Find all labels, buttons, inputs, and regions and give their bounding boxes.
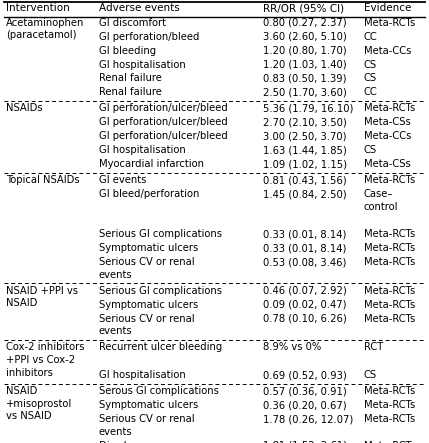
Text: Meta-RCTs: Meta-RCTs <box>364 314 415 324</box>
Text: Symptomatic ulcers: Symptomatic ulcers <box>99 300 198 310</box>
Text: CC: CC <box>364 32 378 42</box>
Text: Meta-RCTs: Meta-RCTs <box>364 286 415 296</box>
Text: Meta-CSs: Meta-CSs <box>364 117 411 128</box>
Text: NSAIDs: NSAIDs <box>6 104 43 113</box>
Text: Recurrent ulcer bleeding: Recurrent ulcer bleeding <box>99 342 222 352</box>
Text: Cox-2 inhibitors: Cox-2 inhibitors <box>6 342 85 352</box>
Text: Topical NSAIDs: Topical NSAIDs <box>6 175 80 185</box>
Text: 0.57 (0.36, 0.91): 0.57 (0.36, 0.91) <box>263 386 347 396</box>
Text: 0.33 (0.01, 8.14): 0.33 (0.01, 8.14) <box>263 229 346 240</box>
Text: 5.36 (1.79, 16.10): 5.36 (1.79, 16.10) <box>263 104 353 113</box>
Text: 2.50 (1.70, 3.60): 2.50 (1.70, 3.60) <box>263 87 347 97</box>
Text: events: events <box>99 326 133 336</box>
Text: Myocardial infarction: Myocardial infarction <box>99 159 204 169</box>
Text: Case–: Case– <box>364 189 393 199</box>
Text: Evidence: Evidence <box>364 3 411 13</box>
Text: Renal failure: Renal failure <box>99 87 162 97</box>
Text: Meta-CCs: Meta-CCs <box>364 131 411 141</box>
Text: 1.81 (1.52, 2.61): 1.81 (1.52, 2.61) <box>263 441 347 443</box>
Text: 8.9% vs 0%: 8.9% vs 0% <box>263 342 321 352</box>
Text: GI perforation/ulcer/bleed: GI perforation/ulcer/bleed <box>99 104 228 113</box>
Text: GI perforation/bleed: GI perforation/bleed <box>99 32 199 42</box>
Text: NSAID: NSAID <box>6 299 38 308</box>
Text: Meta-RCTs: Meta-RCTs <box>364 243 415 253</box>
Text: Acetaminophen: Acetaminophen <box>6 18 85 28</box>
Text: 0.09 (0.02, 0.47): 0.09 (0.02, 0.47) <box>263 300 346 310</box>
Text: GI bleeding: GI bleeding <box>99 46 156 56</box>
Text: 0.80 (0.27, 2.37): 0.80 (0.27, 2.37) <box>263 18 347 28</box>
Text: CS: CS <box>364 74 377 83</box>
Text: GI perforation/ulcer/bleed: GI perforation/ulcer/bleed <box>99 131 228 141</box>
Text: Meta-RCTs: Meta-RCTs <box>364 441 415 443</box>
Text: CS: CS <box>364 145 377 155</box>
Text: Meta-RCTs: Meta-RCTs <box>364 386 415 396</box>
Text: Serous GI complications: Serous GI complications <box>99 386 219 396</box>
Text: Diarrhoea: Diarrhoea <box>99 441 148 443</box>
Text: GI bleed/perforation: GI bleed/perforation <box>99 189 199 199</box>
Text: 0.81 (0.43, 1.56): 0.81 (0.43, 1.56) <box>263 175 347 185</box>
Text: 2.70 (2.10, 3.50): 2.70 (2.10, 3.50) <box>263 117 347 128</box>
Text: CS: CS <box>364 59 377 70</box>
Text: 0.46 (0.07, 2.92): 0.46 (0.07, 2.92) <box>263 286 347 296</box>
Text: vs NSAID: vs NSAID <box>6 412 52 421</box>
Text: GI hospitalisation: GI hospitalisation <box>99 59 186 70</box>
Text: Intervention: Intervention <box>6 3 70 13</box>
Text: Meta-RCTs: Meta-RCTs <box>364 300 415 310</box>
Text: GI hospitalisation: GI hospitalisation <box>99 370 186 380</box>
Text: 3.60 (2.60, 5.10): 3.60 (2.60, 5.10) <box>263 32 347 42</box>
Text: (paracetamol): (paracetamol) <box>6 31 77 40</box>
Text: 1.09 (1.02, 1.15): 1.09 (1.02, 1.15) <box>263 159 347 169</box>
Text: Serious CV or renal: Serious CV or renal <box>99 257 194 267</box>
Text: Serious CV or renal: Serious CV or renal <box>99 314 194 324</box>
Text: inhibitors: inhibitors <box>6 368 53 377</box>
Text: CC: CC <box>364 87 378 97</box>
Text: 0.69 (0.52, 0.93): 0.69 (0.52, 0.93) <box>263 370 347 380</box>
Text: Meta-RCTs: Meta-RCTs <box>364 18 415 28</box>
Text: 0.78 (0.10, 6.26): 0.78 (0.10, 6.26) <box>263 314 347 324</box>
Text: Serious GI complications: Serious GI complications <box>99 229 222 240</box>
Text: Meta-RCTs: Meta-RCTs <box>364 414 415 424</box>
Text: RR/OR (95% CI): RR/OR (95% CI) <box>263 3 344 13</box>
Text: Adverse events: Adverse events <box>99 3 180 13</box>
Text: NSAID +PPI vs: NSAID +PPI vs <box>6 286 79 296</box>
Text: 0.33 (0.01, 8.14): 0.33 (0.01, 8.14) <box>263 243 346 253</box>
Text: 1.63 (1.44, 1.85): 1.63 (1.44, 1.85) <box>263 145 347 155</box>
Text: Symptomatic ulcers: Symptomatic ulcers <box>99 243 198 253</box>
Text: Symptomatic ulcers: Symptomatic ulcers <box>99 400 198 410</box>
Text: 3.00 (2.50, 3.70): 3.00 (2.50, 3.70) <box>263 131 346 141</box>
Text: Meta-CCs: Meta-CCs <box>364 46 411 56</box>
Text: GI hospitalisation: GI hospitalisation <box>99 145 186 155</box>
Text: CS: CS <box>364 370 377 380</box>
Text: GI discomfort: GI discomfort <box>99 18 166 28</box>
Text: 1.45 (0.84, 2.50): 1.45 (0.84, 2.50) <box>263 189 347 199</box>
Text: Renal failure: Renal failure <box>99 74 162 83</box>
Text: 0.36 (0.20, 0.67): 0.36 (0.20, 0.67) <box>263 400 347 410</box>
Text: Meta-CSs: Meta-CSs <box>364 159 411 169</box>
Text: 1.20 (0.80, 1.70): 1.20 (0.80, 1.70) <box>263 46 347 56</box>
Text: Meta-RCTs: Meta-RCTs <box>364 257 415 267</box>
Text: 0.53 (0.08, 3.46): 0.53 (0.08, 3.46) <box>263 257 346 267</box>
Text: RCT: RCT <box>364 342 383 352</box>
Text: Serious CV or renal: Serious CV or renal <box>99 414 194 424</box>
Text: GI perforation/ulcer/bleed: GI perforation/ulcer/bleed <box>99 117 228 128</box>
Text: 1.78 (0.26, 12.07): 1.78 (0.26, 12.07) <box>263 414 353 424</box>
Text: NSAID: NSAID <box>6 386 38 396</box>
Text: Meta-RCTs: Meta-RCTs <box>364 229 415 240</box>
Text: Meta-RCTs: Meta-RCTs <box>364 400 415 410</box>
Text: +PPI vs Cox-2: +PPI vs Cox-2 <box>6 355 76 365</box>
Text: Meta-RCTs: Meta-RCTs <box>364 104 415 113</box>
Text: events: events <box>99 427 133 437</box>
Text: Meta-RCTs: Meta-RCTs <box>364 175 415 185</box>
Text: 1.20 (1.03, 1.40): 1.20 (1.03, 1.40) <box>263 59 347 70</box>
Text: Serious GI complications: Serious GI complications <box>99 286 222 296</box>
Text: control: control <box>364 202 398 212</box>
Text: GI events: GI events <box>99 175 146 185</box>
Text: 0.83 (0.50, 1.39): 0.83 (0.50, 1.39) <box>263 74 346 83</box>
Text: events: events <box>99 270 133 280</box>
Text: +misoprostol: +misoprostol <box>6 399 73 409</box>
